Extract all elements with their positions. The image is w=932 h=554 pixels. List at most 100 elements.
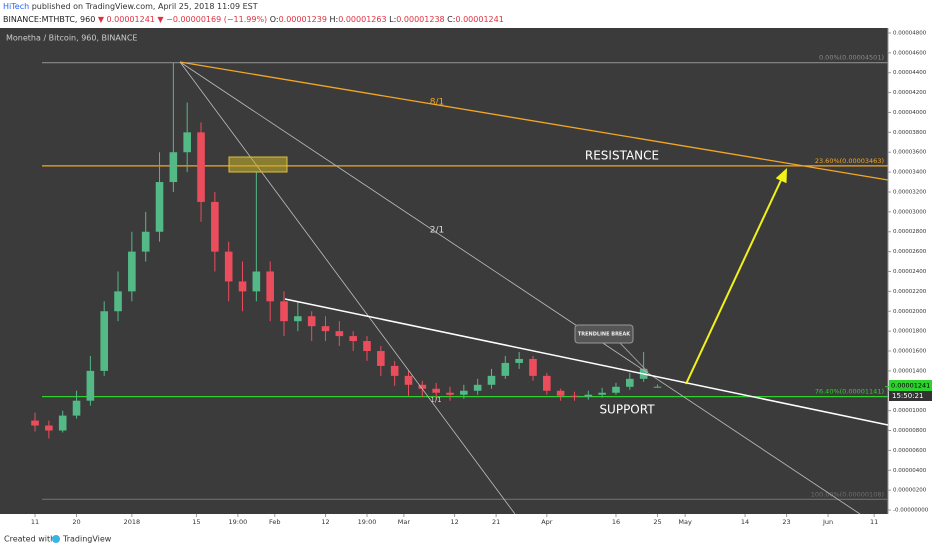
candle-body xyxy=(335,331,344,337)
y-tick-label: 0.00003400 xyxy=(893,170,927,176)
candle-body xyxy=(224,251,233,282)
highlight-box xyxy=(228,156,288,173)
header-line: HiTech published on TradingView.com, Apr… xyxy=(3,2,258,11)
candle-body xyxy=(238,281,247,292)
candle-body xyxy=(321,326,330,332)
candle-body xyxy=(72,400,81,416)
x-tick-label: 16 xyxy=(612,518,620,526)
candle-body xyxy=(584,394,593,397)
x-tick-label: 11 xyxy=(870,518,878,526)
candle-body xyxy=(45,425,53,431)
candle-body xyxy=(377,351,385,366)
callout-box xyxy=(574,324,634,344)
x-tick-label: 12 xyxy=(450,518,458,526)
callout-line xyxy=(619,342,649,373)
candle-body xyxy=(556,390,565,396)
fan-line xyxy=(179,61,889,181)
ohlc-value: 0.00001238 xyxy=(396,15,444,24)
y-tick-label: 0.00004000 xyxy=(893,110,927,116)
candle-body xyxy=(501,362,510,376)
candle-body xyxy=(155,182,164,232)
published: published on TradingView.com, April 25, … xyxy=(32,2,258,11)
y-tick-label: 0.00002400 xyxy=(893,269,927,275)
x-tick-label: 15 xyxy=(192,518,200,526)
x-tick-label: 25 xyxy=(653,518,661,526)
x-tick-label: 11 xyxy=(31,518,39,526)
trendline xyxy=(284,298,889,426)
fan-label: 1/1 xyxy=(430,396,441,404)
arrow-line xyxy=(685,177,783,385)
candle-body xyxy=(86,370,95,401)
x-tick-label: 21 xyxy=(492,518,500,526)
ohlc-value: 0.00001239 xyxy=(279,15,327,24)
candle-body xyxy=(460,390,468,395)
countdown: 15:50:21 xyxy=(892,392,923,400)
x-tick-label: 20 xyxy=(72,518,80,526)
candle-body xyxy=(390,365,399,376)
candles xyxy=(31,62,662,439)
drawings: TRENDLINE BREAK RESISTANCE SUPPORT 8/1 2… xyxy=(179,61,889,515)
author[interactable]: HiTech xyxy=(3,2,29,11)
candle-body xyxy=(570,395,579,397)
y-tick-label: 0.00002600 xyxy=(893,249,927,255)
last: ▼ 0.00001241 xyxy=(98,15,155,24)
candle-body xyxy=(515,358,523,363)
level-label: 23.60%(0.00003463) xyxy=(815,157,884,165)
candle-body xyxy=(432,388,440,393)
countdown-badge xyxy=(889,391,932,401)
candle-body xyxy=(529,358,537,376)
last-price-label: 0.00001241 xyxy=(891,382,930,390)
x-tick-label: May xyxy=(678,518,692,526)
ohlc-label: H: xyxy=(329,15,338,24)
y-tick-label: 0.00004200 xyxy=(893,90,927,96)
y-tick-label: 0.00000400 xyxy=(893,468,927,474)
fan-line xyxy=(179,61,516,515)
callout-text: TRENDLINE BREAK xyxy=(578,332,631,338)
x-tick-label: 12 xyxy=(321,518,329,526)
candle-body xyxy=(598,392,606,395)
candle-body xyxy=(58,415,67,431)
y-tick-label: 0.00003200 xyxy=(893,189,927,195)
y-tick-label: 0.00003800 xyxy=(893,130,927,136)
candle-body xyxy=(626,378,634,387)
y-tick-label: 0.00001600 xyxy=(893,349,927,355)
candle-body xyxy=(487,375,496,385)
change: ▼ −0.00000169 (−11.99%) xyxy=(157,15,267,24)
plot-background xyxy=(0,28,888,514)
candle-body xyxy=(128,251,136,292)
candle-body xyxy=(294,316,302,322)
candle-body xyxy=(446,392,454,395)
candle-body xyxy=(197,132,205,202)
level-label: 0.00%(0.00004501) xyxy=(819,54,884,62)
footer-brand[interactable]: TradingView xyxy=(62,535,112,544)
axes: -0.00000000 0.00000200 0.00000400 0.0000060… xyxy=(31,30,929,526)
candle-body xyxy=(543,375,551,391)
candle-body xyxy=(363,341,371,352)
candle-body xyxy=(183,132,191,153)
y-tick-label: 0.00004400 xyxy=(893,70,927,76)
y-tick-label: 0.00002000 xyxy=(893,309,927,315)
candle-body xyxy=(653,386,662,388)
resistance-label: RESISTANCE xyxy=(585,149,659,163)
candle-body xyxy=(252,271,261,292)
y-tick-label: 0.00004600 xyxy=(893,50,927,56)
ohlc-value: 0.00001241 xyxy=(455,15,503,24)
ohlc-label: C: xyxy=(447,15,455,24)
level-label: 100.00%(0.00000108) xyxy=(811,490,884,498)
chart-title: Monetha / Bitcoin, 960, BINANCE xyxy=(6,34,137,43)
brand-logo xyxy=(52,535,60,543)
y-tick-label: -0.00000000 xyxy=(893,508,929,514)
x-tick-label: 14 xyxy=(741,518,749,526)
symbol: BINANCE:MTHBTC, 960 xyxy=(3,15,95,24)
candle-body xyxy=(100,311,109,371)
candle-body xyxy=(31,420,39,426)
x-tick-label: 2018 xyxy=(124,518,141,526)
candle-body xyxy=(114,291,122,312)
y-tick-label: 0.00004800 xyxy=(893,30,927,36)
x-tick-label: 23 xyxy=(782,518,790,526)
fan-line xyxy=(179,61,861,515)
y-tick-label: 0.00001800 xyxy=(893,329,927,335)
y-tick-label: 0.00001000 xyxy=(893,408,927,414)
